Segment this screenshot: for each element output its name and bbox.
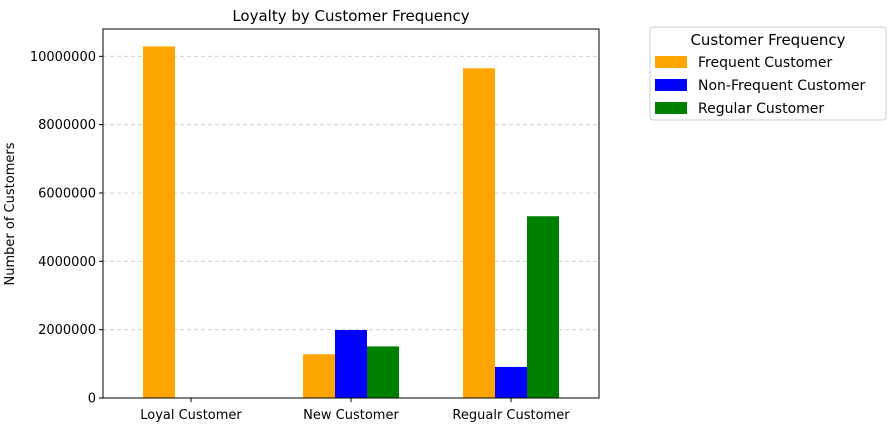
- legend-entry: Frequent Customer: [698, 55, 833, 71]
- y-axis-label: Number of Customers: [3, 142, 18, 285]
- y-tick-label: 4000000: [38, 255, 96, 270]
- bar: [143, 46, 175, 399]
- bar: [527, 216, 559, 398]
- x-tick-label: Loyal Customer: [140, 408, 242, 423]
- bar: [367, 346, 399, 398]
- legend-frame: [649, 26, 887, 121]
- y-tick-label: 6000000: [38, 187, 96, 202]
- chart-title: Loyalty by Customer Frequency: [232, 7, 469, 25]
- y-axis: 0 2000000 4000000 6000000 8000000 10000000: [30, 50, 103, 407]
- bars: [143, 46, 559, 399]
- y-tick-label: 0: [88, 392, 96, 407]
- legend-swatch: [655, 79, 687, 91]
- legend-swatch: [655, 56, 687, 68]
- bar: [463, 68, 495, 399]
- bar: [335, 330, 367, 398]
- legend-entry: Regular Customer: [698, 101, 824, 117]
- legend-title: Customer Frequency: [690, 31, 845, 49]
- x-tick-label: New Customer: [303, 408, 399, 423]
- legend-entry: Non-Frequent Customer: [698, 78, 865, 94]
- bar: [495, 366, 527, 398]
- bar: [303, 354, 335, 398]
- y-tick-label: 10000000: [30, 50, 96, 65]
- y-tick-label: 8000000: [38, 118, 96, 133]
- x-axis: Loyal Customer New Customer Regualr Custom…: [140, 398, 570, 423]
- legend: Customer Frequency Frequent Customer Non-…: [649, 26, 887, 121]
- x-tick-label: Regualr Customer: [452, 408, 570, 423]
- y-tick-label: 2000000: [38, 323, 96, 338]
- legend-swatch: [655, 102, 687, 114]
